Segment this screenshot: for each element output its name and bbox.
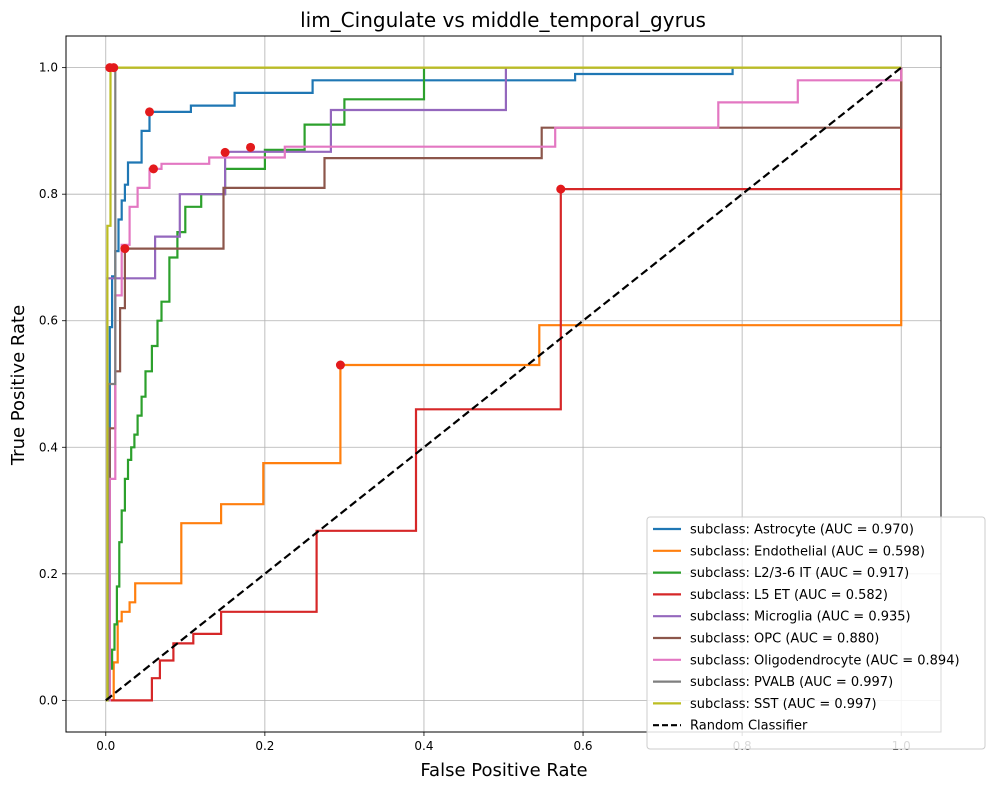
x-tick-label: 0.4 [414, 739, 433, 753]
legend-label: subclass: Microglia (AUC = 0.935) [690, 610, 911, 625]
y-tick-label: 0.2 [39, 567, 58, 581]
y-tick-label: 0.0 [39, 693, 58, 707]
y-axis-title: True Positive Rate [8, 305, 29, 466]
y-tick-label: 0.4 [39, 440, 58, 454]
legend-label: subclass: Endothelial (AUC = 0.598) [690, 544, 925, 559]
roc-curve-1 [105, 67, 903, 702]
legend-label: subclass: SST (AUC = 0.997) [690, 697, 877, 712]
legend: subclass: Astrocyte (AUC = 0.970) subclas… [646, 516, 986, 750]
x-tick-label: 0.6 [573, 739, 592, 753]
legend-box [646, 516, 986, 750]
y-tick-label: 1.0 [39, 61, 58, 75]
optimal-threshold-point [109, 63, 119, 73]
y-tick-label: 0.6 [39, 314, 58, 328]
chart-title: lim_Cingulate vs middle_temporal_gyrus [300, 8, 706, 32]
optimal-threshold-point [556, 184, 566, 194]
x-axis-title: False Positive Rate [420, 760, 587, 781]
optimal-threshold-point [335, 360, 345, 370]
roc-curve-0 [105, 67, 734, 702]
x-tick-label: 0.0 [96, 739, 115, 753]
x-tick-label: 0.2 [255, 739, 274, 753]
legend-label: subclass: OPC (AUC = 0.880) [690, 632, 879, 647]
legend-label: subclass: L5 ET (AUC = 0.582) [690, 588, 888, 603]
roc-curve-4 [105, 67, 507, 702]
optimal-threshold-point [149, 164, 158, 174]
legend-label: subclass: L2/3-6 IT (AUC = 0.917) [690, 566, 909, 581]
roc-curve-3 [105, 67, 903, 702]
y-tick-label: 0.8 [39, 187, 58, 201]
optimal-threshold-point [145, 107, 155, 117]
optimal-threshold-point [120, 244, 130, 254]
legend-label: subclass: PVALB (AUC = 0.997) [690, 675, 893, 690]
random-classifier-line [105, 66, 902, 702]
plot-frame [65, 35, 942, 733]
legend-label: Random Classifier [690, 719, 808, 734]
optimal-threshold-point [220, 147, 230, 157]
legend-label: subclass: Astrocyte (AUC = 0.970) [690, 523, 914, 538]
legend-label: subclass: Oligodendrocyte (AUC = 0.894) [690, 653, 960, 668]
optimal-threshold-point [246, 142, 256, 152]
optimal-points [105, 63, 566, 370]
roc-curve-6 [105, 67, 903, 702]
